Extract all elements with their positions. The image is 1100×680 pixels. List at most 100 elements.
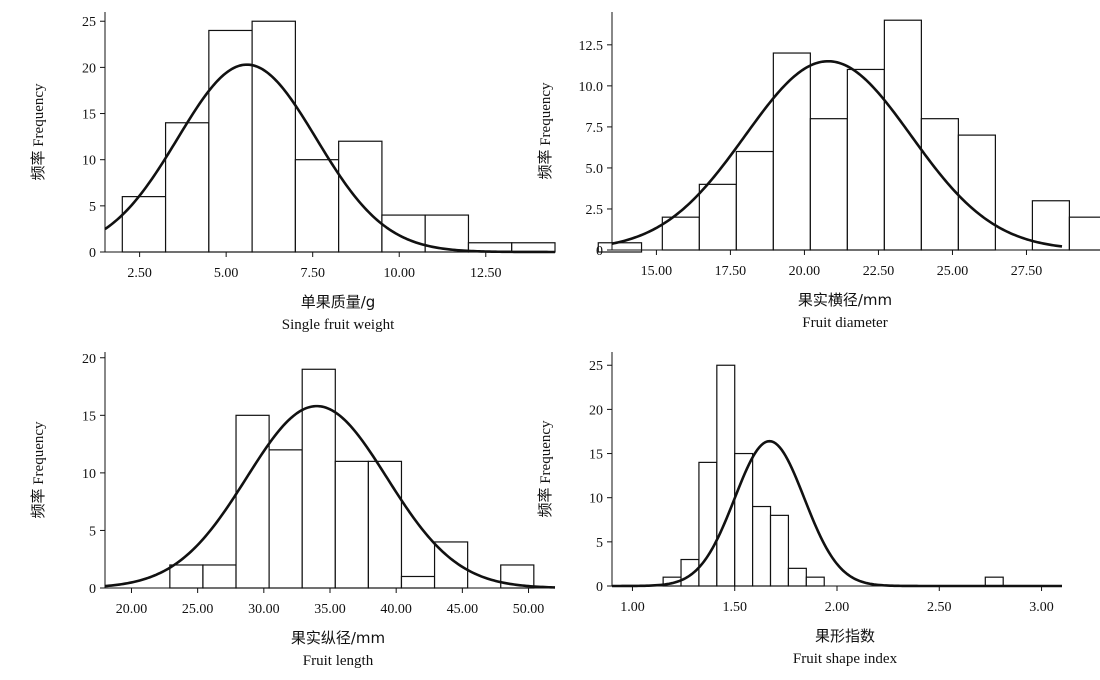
chart-panel-shape-index: 0 5 10 15 20 25 1.00 1.50 2.00 2.50 3.00 果形指数 Fruit … xyxy=(537,352,1062,667)
y-tick-label: 0 xyxy=(596,580,603,595)
histogram-bar xyxy=(680,558,700,587)
x-tick-label: 30.00 xyxy=(248,602,280,617)
histogram-bar xyxy=(251,20,296,253)
histogram-bar xyxy=(334,460,369,589)
x-tick-label: 5.00 xyxy=(214,266,239,281)
histogram-bar xyxy=(846,68,885,251)
histogram-bar xyxy=(920,118,959,251)
y-tick-label: 15 xyxy=(589,448,603,463)
x-tick-label: 17.50 xyxy=(715,264,747,279)
histogram-bar xyxy=(1068,216,1100,251)
x-tick-label: 27.50 xyxy=(1011,264,1043,279)
histogram-bar xyxy=(698,461,718,587)
x-tick-label: 45.00 xyxy=(447,602,479,617)
x-axis-label-en: Fruit length xyxy=(303,653,374,669)
y-tick-label: 20 xyxy=(82,352,96,367)
y-tick-label: 5 xyxy=(596,536,603,551)
y-tick-label: 5.0 xyxy=(586,162,604,177)
histogram-bar xyxy=(381,214,426,253)
histogram-bar xyxy=(984,576,1004,587)
y-tick-label: 10 xyxy=(82,467,96,482)
y-tick-label: 10 xyxy=(82,154,96,169)
histogram-bar xyxy=(805,576,825,587)
histogram-bar xyxy=(338,140,383,253)
histogram-bar xyxy=(698,183,737,251)
histogram-bar xyxy=(769,514,790,587)
y-tick-label: 25 xyxy=(82,15,96,30)
x-tick-label: 3.00 xyxy=(1029,600,1054,615)
x-tick-label: 10.00 xyxy=(383,266,415,281)
x-tick-label: 2.50 xyxy=(127,266,152,281)
x-tick-label: 35.00 xyxy=(314,602,346,617)
x-axis-label-en: Single fruit weight xyxy=(282,317,395,333)
x-tick-label: 1.50 xyxy=(722,600,747,615)
y-tick-label: 10 xyxy=(589,492,603,507)
y-tick-label: 5 xyxy=(89,524,96,539)
y-tick-label: 2.5 xyxy=(586,203,604,218)
x-tick-label: 40.00 xyxy=(380,602,412,617)
histogram-bar xyxy=(883,19,922,251)
x-tick-label: 20.00 xyxy=(789,264,821,279)
x-tick-label: 50.00 xyxy=(513,602,545,617)
y-tick-label: 25 xyxy=(589,359,603,374)
y-axis-label: 频率 Frequency xyxy=(30,421,47,519)
histogram-bar xyxy=(208,29,253,253)
x-tick-label: 1.00 xyxy=(620,600,645,615)
y-tick-label: 15 xyxy=(82,409,96,424)
x-tick-label: 22.50 xyxy=(863,264,895,279)
histogram-bar xyxy=(301,368,336,589)
x-tick-label: 25.00 xyxy=(937,264,969,279)
histogram-bar xyxy=(735,150,774,251)
y-axis-label: 频率 Frequency xyxy=(537,82,554,180)
x-axis-label: 果实横径/mm xyxy=(798,291,892,309)
x-tick-label: 2.50 xyxy=(927,600,952,615)
chart-panel-length: 0 5 10 15 20 20.00 25.00 30.00 35.00 40.00 45.00 50… xyxy=(30,352,556,669)
y-tick-label: 12.5 xyxy=(579,39,604,54)
histogram-bar xyxy=(752,505,772,587)
y-tick-label: 15 xyxy=(82,108,96,123)
x-tick-label: 25.00 xyxy=(182,602,214,617)
normal-curve xyxy=(104,404,556,589)
y-tick-label: 10.0 xyxy=(579,80,604,95)
histogram-bar xyxy=(164,122,210,253)
x-tick-label: 12.50 xyxy=(470,266,502,281)
x-tick-label: 7.50 xyxy=(300,266,325,281)
histogram-bar xyxy=(202,564,237,589)
histogram-bar xyxy=(716,364,736,587)
y-tick-label: 0 xyxy=(89,582,96,597)
histogram-bar xyxy=(367,460,403,589)
normal-curve xyxy=(612,439,1062,588)
y-tick-label: 20 xyxy=(589,403,603,418)
histogram-bar xyxy=(121,196,167,253)
x-tick-label: 20.00 xyxy=(116,602,148,617)
y-tick-label: 0 xyxy=(596,244,603,259)
y-tick-label: 5 xyxy=(89,200,96,215)
x-axis-label: 果形指数 xyxy=(815,627,875,645)
histogram-bar xyxy=(400,575,436,589)
normal-curve xyxy=(104,63,555,254)
y-tick-label: 20 xyxy=(82,61,96,76)
y-axis-label: 频率 Frequency xyxy=(537,420,554,518)
histogram-bar xyxy=(169,564,204,589)
histogram-bar xyxy=(772,52,811,251)
y-tick-label: 0 xyxy=(89,246,96,261)
x-tick-label: 15.00 xyxy=(641,264,673,279)
x-axis-label: 单果质量/g xyxy=(301,293,376,311)
histogram-bar xyxy=(957,134,996,251)
normal-curve xyxy=(611,59,1063,248)
histogram-bar xyxy=(294,159,340,253)
x-tick-label: 2.00 xyxy=(825,600,850,615)
y-axis-label: 频率 Frequency xyxy=(30,83,47,181)
histogram-bar xyxy=(787,567,807,587)
histogram-bar xyxy=(597,242,643,253)
x-axis-label-en: Fruit shape index xyxy=(793,651,898,667)
histogram-bar xyxy=(809,118,848,251)
histogram-bar xyxy=(235,414,270,589)
x-axis-label-en: Fruit diameter xyxy=(802,315,887,331)
x-axis-label: 果实纵径/mm xyxy=(291,629,385,647)
y-tick-label: 7.5 xyxy=(586,121,604,136)
chart-panel-diameter: 0 2.5 5.0 7.5 10.0 12.5 15.00 17.50 20.00 22.50 25… xyxy=(537,12,1100,331)
histogram-bar xyxy=(268,449,303,589)
